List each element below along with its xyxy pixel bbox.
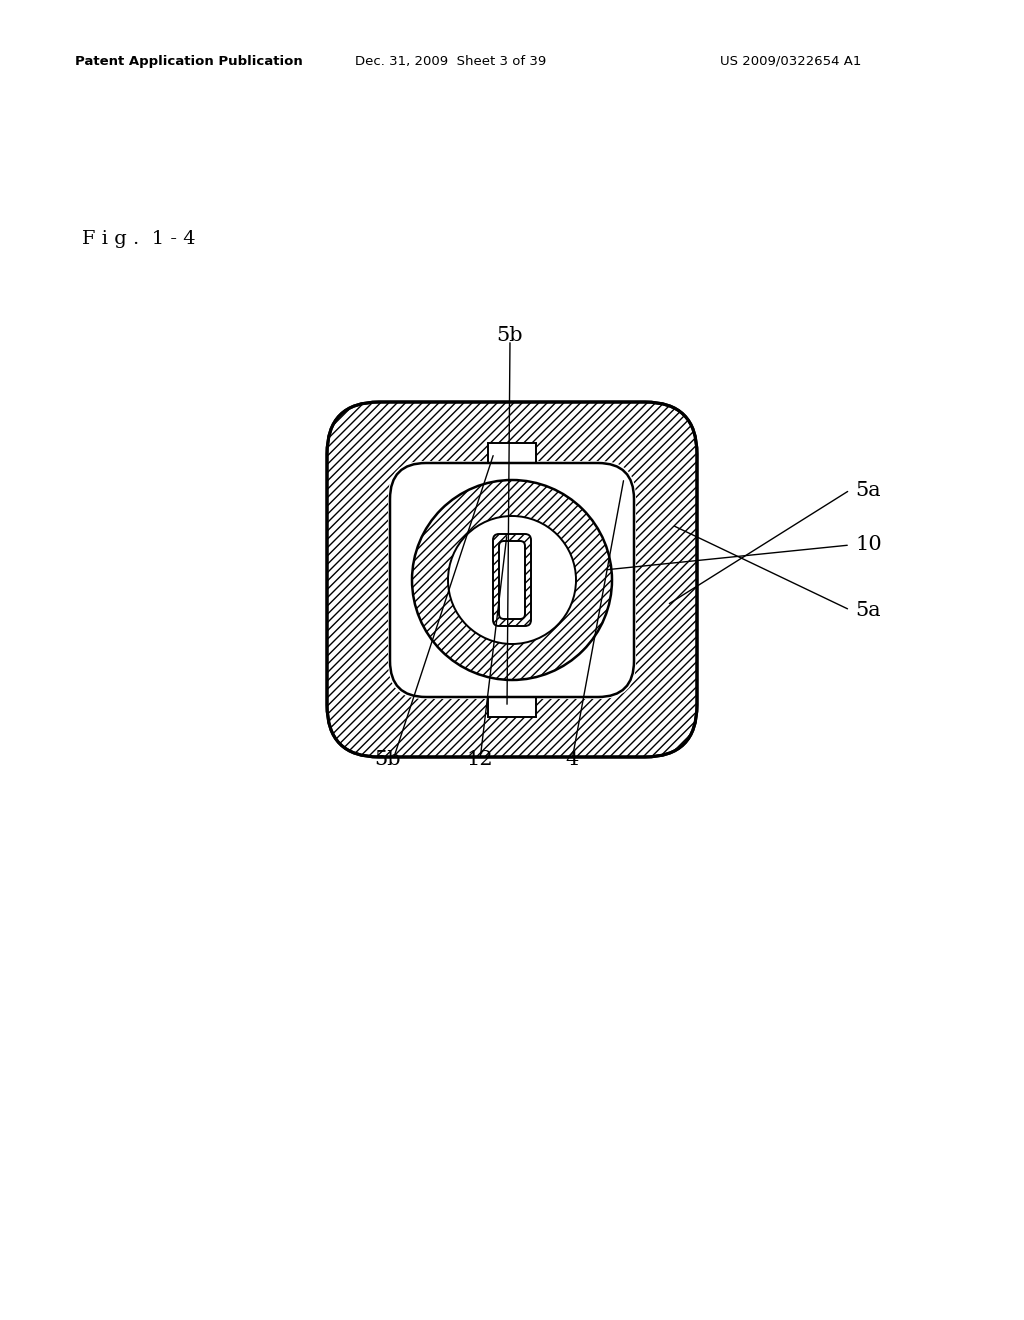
Text: 4: 4 xyxy=(565,750,579,770)
Text: 10: 10 xyxy=(855,536,882,554)
Text: 5b: 5b xyxy=(375,750,401,770)
Text: 5a: 5a xyxy=(855,480,881,499)
Bar xyxy=(488,697,536,717)
Text: 5a: 5a xyxy=(855,601,881,619)
Bar xyxy=(488,444,536,463)
FancyBboxPatch shape xyxy=(499,541,525,619)
Text: Patent Application Publication: Patent Application Publication xyxy=(75,55,303,69)
Bar xyxy=(488,444,536,463)
FancyBboxPatch shape xyxy=(388,461,636,700)
Text: US 2009/0322654 A1: US 2009/0322654 A1 xyxy=(720,55,861,69)
Text: F i g .  1 - 4: F i g . 1 - 4 xyxy=(82,230,196,248)
FancyBboxPatch shape xyxy=(327,403,697,756)
Text: Dec. 31, 2009  Sheet 3 of 39: Dec. 31, 2009 Sheet 3 of 39 xyxy=(355,55,546,69)
Circle shape xyxy=(412,480,612,680)
Text: 12: 12 xyxy=(467,750,494,770)
Text: 5b: 5b xyxy=(497,326,523,345)
Bar xyxy=(488,697,536,717)
Circle shape xyxy=(449,516,575,644)
